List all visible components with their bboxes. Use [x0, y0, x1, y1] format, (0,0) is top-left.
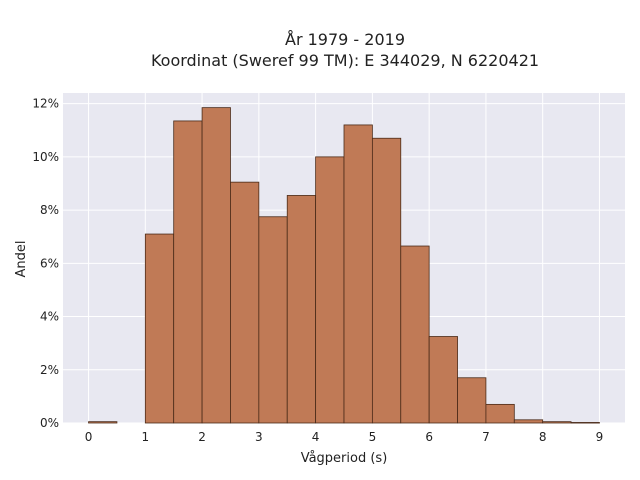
- histogram-bar: [173, 120, 203, 424]
- y-tick-label: 2%: [40, 363, 59, 377]
- x-tick-label: 4: [312, 430, 320, 444]
- x-tick-label: 7: [482, 430, 490, 444]
- histogram-bar: [570, 422, 600, 424]
- x-tick-label: 1: [141, 430, 149, 444]
- x-tick-label: 0: [85, 430, 93, 444]
- x-tick-label: 3: [255, 430, 263, 444]
- y-tick-label: 10%: [32, 150, 59, 164]
- y-tick-label: 6%: [40, 256, 59, 270]
- histogram-bar: [457, 377, 487, 424]
- x-tick-label: 9: [596, 430, 604, 444]
- histogram-bar: [371, 137, 402, 424]
- bars: [88, 107, 600, 424]
- chart-title: År 1979 - 2019: [285, 30, 405, 49]
- histogram-bar: [88, 421, 118, 424]
- histogram-bar: [428, 336, 458, 424]
- y-tick-label: 12%: [32, 97, 59, 111]
- x-tick-label: 2: [198, 430, 206, 444]
- x-axis-ticks: 0 1 2 3 4 5 6 7 8 9: [85, 430, 604, 444]
- chart-subtitle: Koordinat (Sweref 99 TM): E 344029, N 62…: [151, 51, 539, 70]
- histogram-bar: [513, 419, 544, 424]
- y-tick-label: 0%: [40, 416, 59, 430]
- x-axis-label: Vågperiod (s): [301, 451, 388, 466]
- x-tick-label: 5: [369, 430, 377, 444]
- histogram-bar: [542, 421, 572, 424]
- x-tick-label: 8: [539, 430, 547, 444]
- histogram-bar: [144, 233, 175, 424]
- histogram-bar: [485, 403, 515, 424]
- y-axis-ticks: 0% 2% 4% 6% 8% 10% 12%: [32, 97, 59, 430]
- y-axis-label: Andel: [14, 241, 29, 278]
- y-tick-label: 8%: [40, 203, 59, 217]
- histogram-bar: [286, 195, 317, 424]
- y-tick-label: 4%: [40, 310, 59, 324]
- histogram-bar: [258, 216, 288, 424]
- x-tick-label: 6: [425, 430, 433, 444]
- histogram-bar: [315, 156, 345, 424]
- histogram-bar: [230, 181, 260, 424]
- histogram-bar: [343, 124, 373, 424]
- histogram-bar: [400, 245, 430, 424]
- histogram-bar: [201, 107, 231, 424]
